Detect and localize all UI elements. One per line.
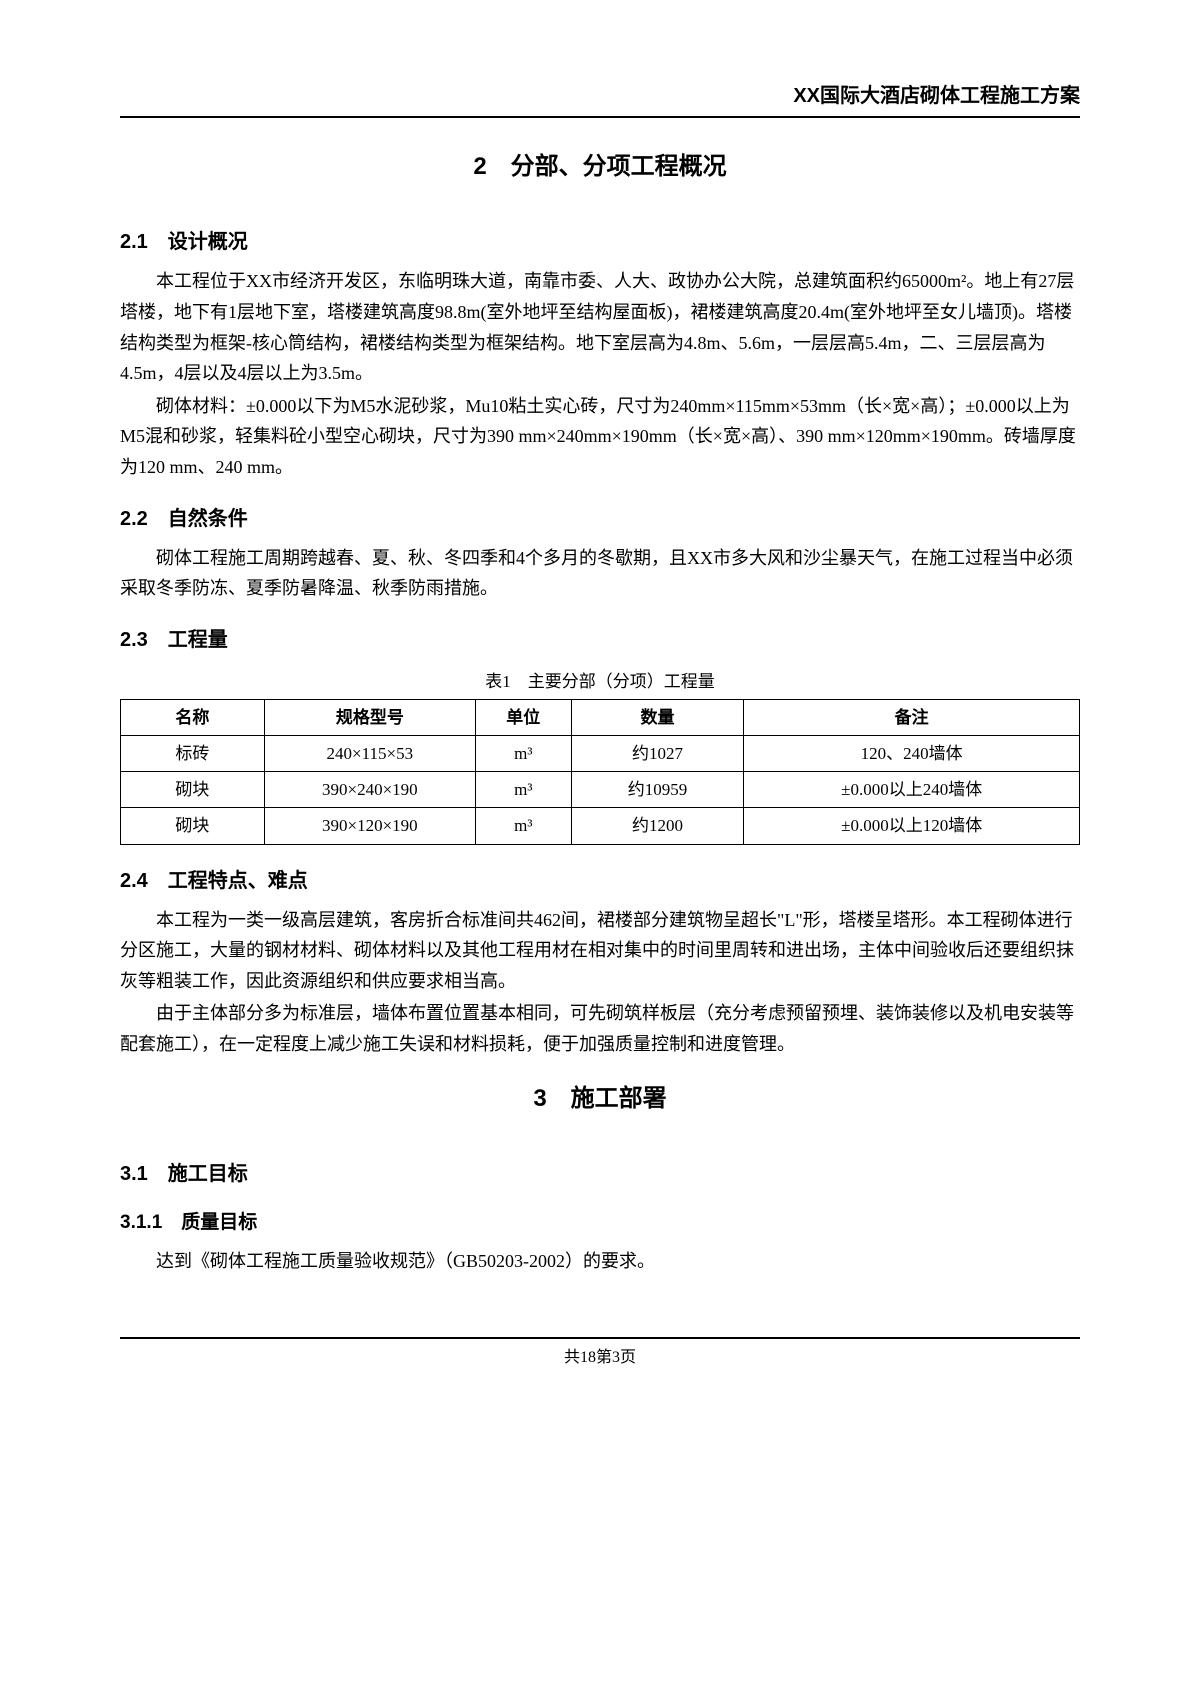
table-header-cell: 单位 (475, 699, 571, 735)
table-header-cell: 名称 (121, 699, 265, 735)
table-cell: 标砖 (121, 736, 265, 772)
table-cell: 砌块 (121, 772, 265, 808)
table-cell: ±0.000以上120墙体 (744, 808, 1080, 844)
table-row: 标砖 240×115×53 m³ 约1027 120、240墙体 (121, 736, 1080, 772)
section-2-4-p2: 由于主体部分多为标准层，墙体布置位置基本相同，可先砌筑样板层（充分考虑预留预埋、… (120, 998, 1080, 1059)
footer-rule (120, 1337, 1080, 1339)
table-1-caption: 表1 主要分部（分项）工程量 (120, 668, 1080, 695)
section-2-1-p1: 本工程位于XX市经济开发区，东临明珠大道，南靠市委、人大、政协办公大院，总建筑面… (120, 266, 1080, 388)
chapter-3-title: 3 施工部署 (120, 1080, 1080, 1118)
table-row: 砌块 390×120×190 m³ 约1200 ±0.000以上120墙体 (121, 808, 1080, 844)
table-1: 名称 规格型号 单位 数量 备注 标砖 240×115×53 m³ 约1027 … (120, 699, 1080, 845)
table-cell: m³ (475, 808, 571, 844)
table-cell: 240×115×53 (264, 736, 475, 772)
section-3-1-1-p1: 达到《砌体工程施工质量验收规范》（GB50203-2002）的要求。 (120, 1246, 1080, 1277)
section-2-2-heading: 2.2 自然条件 (120, 503, 1080, 535)
table-cell: 390×240×190 (264, 772, 475, 808)
table-cell: 约1027 (571, 736, 744, 772)
section-3-1-heading: 3.1 施工目标 (120, 1158, 1080, 1190)
section-2-4-heading: 2.4 工程特点、难点 (120, 865, 1080, 897)
table-header-row: 名称 规格型号 单位 数量 备注 (121, 699, 1080, 735)
table-cell: 120、240墙体 (744, 736, 1080, 772)
section-2-2-p1: 砌体工程施工周期跨越春、夏、秋、冬四季和4个多月的冬歇期，且XX市多大风和沙尘暴… (120, 543, 1080, 604)
table-cell: m³ (475, 772, 571, 808)
section-2-3-heading: 2.3 工程量 (120, 624, 1080, 656)
table-header-cell: 规格型号 (264, 699, 475, 735)
table-header-cell: 数量 (571, 699, 744, 735)
chapter-2-title: 2 分部、分项工程概况 (120, 148, 1080, 186)
section-3-1-1-heading: 3.1.1 质量目标 (120, 1208, 1080, 1238)
doc-header-title: XX国际大酒店砌体工程施工方案 (120, 80, 1080, 112)
table-cell: ±0.000以上240墙体 (744, 772, 1080, 808)
header-rule (120, 116, 1080, 118)
table-cell: 砌块 (121, 808, 265, 844)
section-2-1-heading: 2.1 设计概况 (120, 226, 1080, 258)
table-cell: 约1200 (571, 808, 744, 844)
table-cell: 390×120×190 (264, 808, 475, 844)
table-cell: 约10959 (571, 772, 744, 808)
section-2-1-p2: 砌体材料：±0.000以下为M5水泥砂浆，Mu10粘土实心砖，尺寸为240mm×… (120, 391, 1080, 483)
table-row: 砌块 390×240×190 m³ 约10959 ±0.000以上240墙体 (121, 772, 1080, 808)
table-cell: m³ (475, 736, 571, 772)
table-header-cell: 备注 (744, 699, 1080, 735)
footer-page-number: 共18第3页 (120, 1345, 1080, 1371)
section-2-4-p1: 本工程为一类一级高层建筑，客房折合标准间共462间，裙楼部分建筑物呈超长"L"形… (120, 905, 1080, 997)
